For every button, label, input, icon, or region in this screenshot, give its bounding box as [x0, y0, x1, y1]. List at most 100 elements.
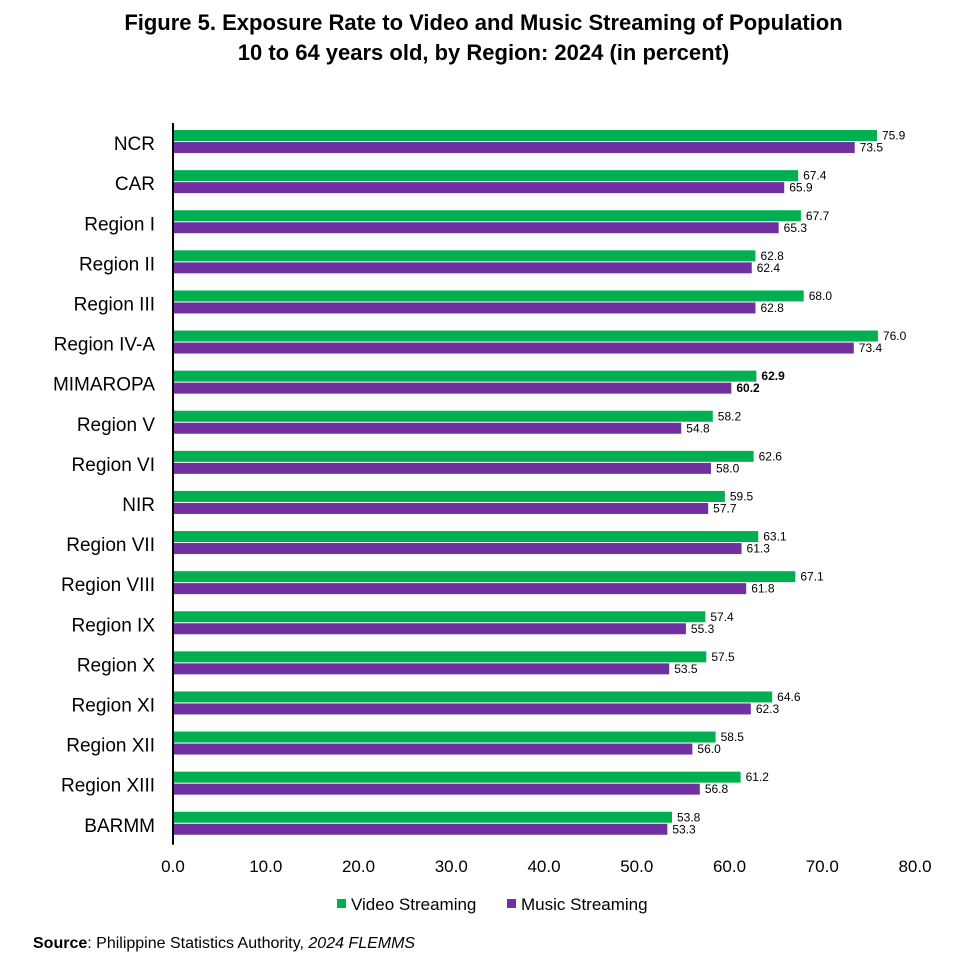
- value-label-video-streaming-region-iii: 68.0: [809, 289, 833, 303]
- legend-swatch-music-streaming: [507, 899, 516, 908]
- bar-video-streaming-region-viii: [173, 571, 796, 583]
- legend-label-music-streaming: Music Streaming: [521, 895, 648, 914]
- bar-video-streaming-region-xii: [173, 731, 716, 743]
- source-text: : Philippine Statistics Authority,: [87, 935, 309, 952]
- category-label-car: CAR: [115, 174, 155, 195]
- value-label-video-streaming-region-i: 67.7: [806, 209, 830, 223]
- source-note: Source: Philippine Statistics Authority,…: [33, 935, 415, 953]
- value-label-music-streaming-region-v: 54.8: [686, 421, 710, 435]
- category-label-barmm: BARMM: [84, 816, 155, 837]
- legend-label-video-streaming: Video Streaming: [351, 895, 476, 914]
- value-label-music-streaming-region-iv-a: 73.4: [859, 341, 883, 355]
- category-label-region-iv-a: Region IV-A: [54, 335, 156, 356]
- x-tick-label: 70.0: [806, 857, 839, 876]
- bar-video-streaming-region-vi: [173, 450, 754, 462]
- category-label-region-xi: Region XI: [72, 695, 155, 716]
- source-label: Source: [33, 935, 88, 952]
- value-label-video-streaming-region-xiii: 61.2: [746, 770, 770, 784]
- value-label-music-streaming-region-vi: 58.0: [716, 461, 740, 475]
- bar-music-streaming-region-vii: [173, 543, 742, 555]
- bar-video-streaming-mimaropa: [173, 370, 757, 382]
- source-publication: 2024 FLEMMS: [308, 935, 416, 952]
- bar-music-streaming-region-v: [173, 422, 682, 434]
- bar-music-streaming-region-vi: [173, 462, 711, 474]
- x-tick-label: 80.0: [898, 857, 931, 876]
- x-tick-label: 20.0: [342, 857, 375, 876]
- value-label-video-streaming-region-v: 58.2: [718, 409, 742, 423]
- legend-layer: Video Streaming Music Streaming: [337, 895, 648, 914]
- chart-title-line-1: Figure 5. Exposure Rate to Video and Mus…: [124, 10, 843, 35]
- bar-video-streaming-barmm: [173, 811, 672, 823]
- category-label-region-vii: Region VII: [66, 535, 155, 556]
- value-label-music-streaming-region-iii: 62.8: [760, 301, 784, 315]
- chart-title: Figure 5. Exposure Rate to Video and Mus…: [0, 8, 967, 68]
- value-label-music-streaming-barmm: 53.3: [672, 822, 696, 836]
- value-label-video-streaming-region-xi: 64.6: [777, 690, 801, 704]
- bar-music-streaming-car: [173, 182, 785, 194]
- bar-video-streaming-region-ix: [173, 611, 706, 623]
- x-tick-label: 0.0: [161, 857, 185, 876]
- category-label-mimaropa: MIMAROPA: [53, 375, 155, 396]
- category-label-region-xiii: Region XIII: [61, 776, 155, 797]
- value-label-music-streaming-nir: 57.7: [713, 501, 737, 515]
- bar-music-streaming-region-ii: [173, 262, 752, 274]
- category-label-region-vi: Region VI: [72, 455, 155, 476]
- value-label-music-streaming-region-xi: 62.3: [756, 702, 780, 716]
- bar-video-streaming-region-x: [173, 651, 707, 663]
- bar-music-streaming-region-iv-a: [173, 342, 854, 354]
- bar-video-streaming-region-ii: [173, 250, 756, 262]
- axis-layer: 0.0 10.0 20.0 30.0 40.0 50.0 60.0 70.0 80.0: [161, 123, 932, 876]
- bar-video-streaming-region-iv-a: [173, 330, 878, 342]
- value-label-music-streaming-mimaropa: 60.2: [736, 381, 760, 395]
- category-label-region-v: Region V: [77, 415, 155, 436]
- bar-video-streaming-ncr: [173, 130, 877, 142]
- bar-music-streaming-region-xi: [173, 703, 751, 715]
- value-label-video-streaming-nir: 59.5: [730, 489, 754, 503]
- bar-video-streaming-nir: [173, 490, 725, 502]
- bar-music-streaming-region-viii: [173, 583, 747, 595]
- value-label-video-streaming-region-vi: 62.6: [759, 449, 783, 463]
- value-label-music-streaming-region-xii: 56.0: [697, 742, 721, 756]
- category-label-region-i: Region I: [84, 214, 155, 235]
- value-label-music-streaming-region-x: 53.5: [674, 662, 698, 676]
- value-label-music-streaming-region-ii: 62.4: [757, 261, 781, 275]
- category-label-region-xii: Region XII: [66, 736, 155, 757]
- value-label-video-streaming-car: 67.4: [803, 169, 827, 183]
- bar-video-streaming-region-v: [173, 410, 713, 422]
- value-label-music-streaming-region-i: 65.3: [784, 221, 808, 235]
- bar-video-streaming-region-vii: [173, 531, 759, 543]
- chart-title-line-2: 10 to 64 years old, by Region: 2024 (in …: [237, 40, 730, 65]
- category-label-region-viii: Region VIII: [61, 575, 155, 596]
- category-label-nir: NIR: [122, 495, 155, 516]
- value-label-video-streaming-region-iv-a: 76.0: [883, 329, 907, 343]
- category-label-region-x: Region X: [77, 655, 155, 676]
- value-label-music-streaming-region-viii: 61.8: [751, 582, 775, 596]
- bar-video-streaming-region-iii: [173, 290, 804, 302]
- value-label-video-streaming-region-viii: 67.1: [800, 570, 824, 584]
- value-label-video-streaming-barmm: 53.8: [677, 810, 701, 824]
- x-tick-label: 10.0: [249, 857, 282, 876]
- bar-video-streaming-region-xiii: [173, 771, 741, 783]
- bar-chart: NCR 75.973.5 CAR 67.465.9 Region I 67.765.3 Re…: [53, 123, 932, 914]
- bar-video-streaming-region-xi: [173, 691, 773, 703]
- bar-music-streaming-ncr: [173, 142, 855, 154]
- value-label-music-streaming-region-ix: 55.3: [691, 622, 715, 636]
- bar-music-streaming-barmm: [173, 823, 668, 835]
- bar-music-streaming-nir: [173, 502, 709, 514]
- bar-music-streaming-region-x: [173, 663, 670, 675]
- category-label-region-ix: Region IX: [72, 615, 156, 636]
- value-label-video-streaming-mimaropa: 62.9: [761, 369, 785, 383]
- value-label-music-streaming-region-vii: 61.3: [747, 542, 771, 556]
- value-label-video-streaming-region-x: 57.5: [711, 650, 735, 664]
- x-tick-label: 60.0: [713, 857, 746, 876]
- bar-music-streaming-region-i: [173, 222, 779, 234]
- category-label-region-iii: Region III: [74, 294, 155, 315]
- labels-layer: NCR 75.973.5 CAR 67.465.9 Region I 67.765.3 Re…: [53, 129, 907, 837]
- value-label-music-streaming-car: 65.9: [789, 181, 813, 195]
- legend-swatch-video-streaming: [337, 899, 346, 908]
- bars-layer: [173, 130, 878, 835]
- category-label-region-ii: Region II: [79, 254, 155, 275]
- bar-music-streaming-region-xiii: [173, 783, 700, 795]
- bar-music-streaming-region-xii: [173, 743, 693, 755]
- value-label-video-streaming-region-ix: 57.4: [710, 610, 734, 624]
